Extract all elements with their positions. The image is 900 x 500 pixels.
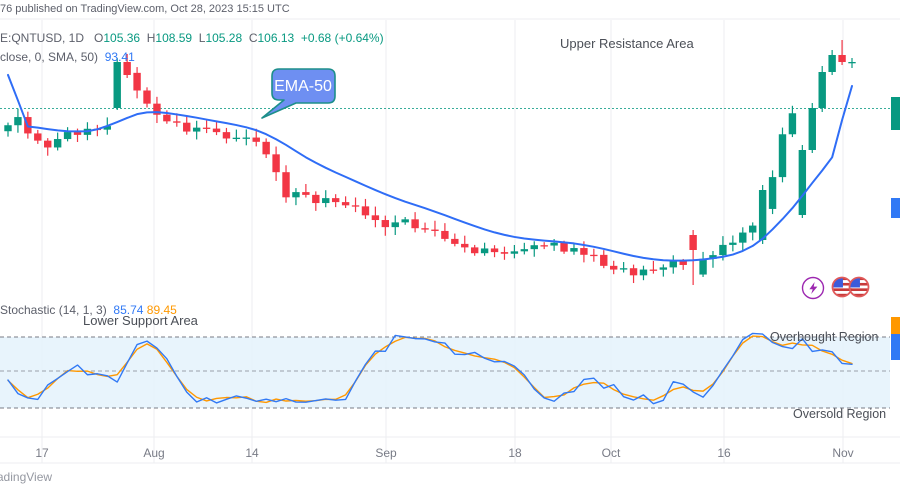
svg-text:EMA-50: EMA-50 [274, 78, 332, 95]
